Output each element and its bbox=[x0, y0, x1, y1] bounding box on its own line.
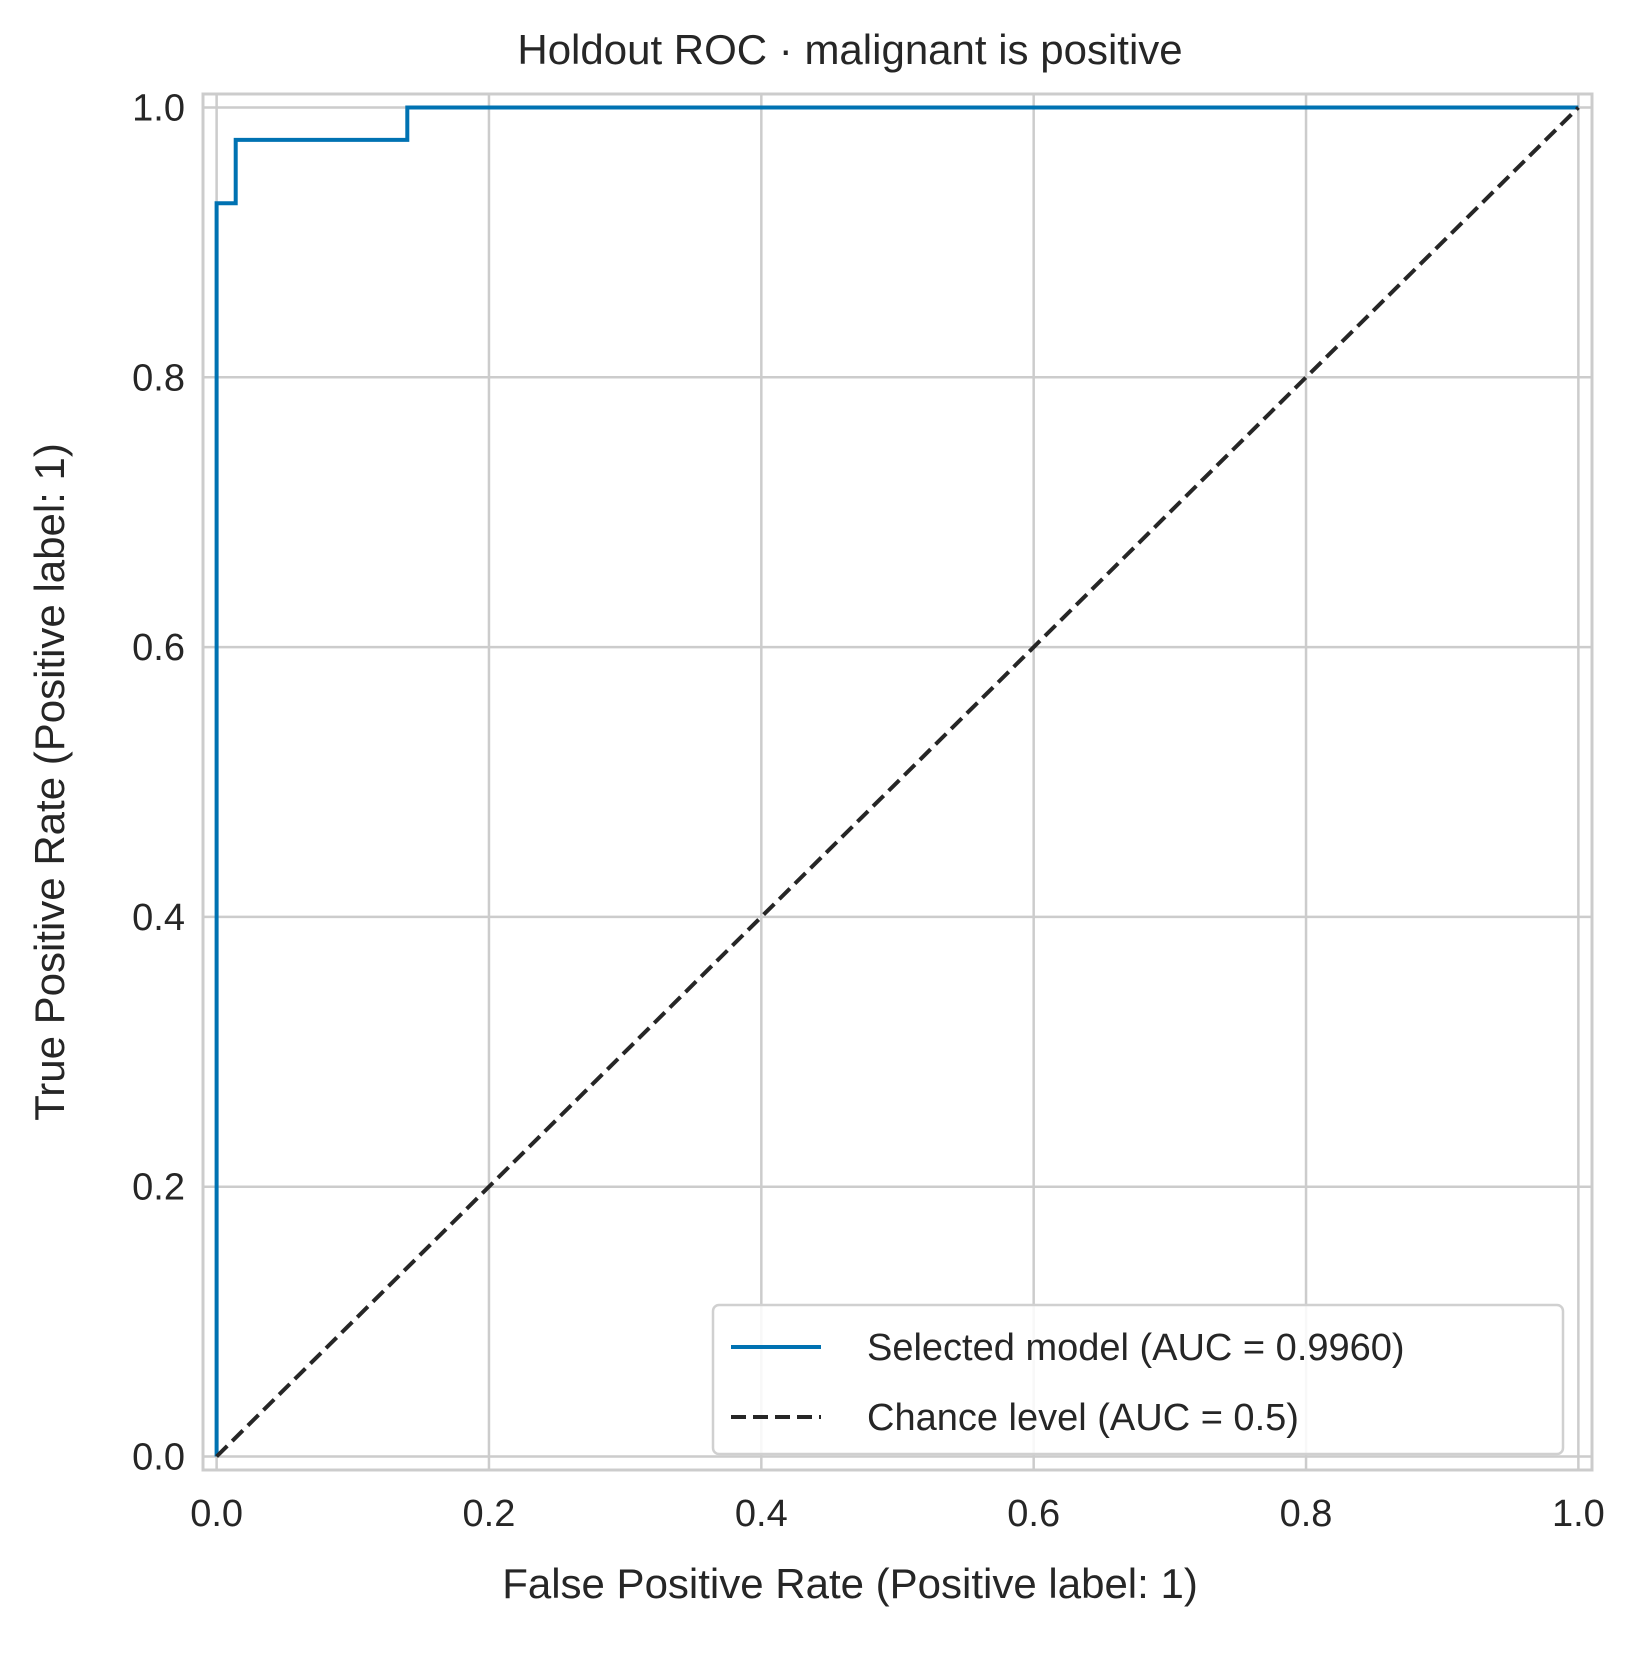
series-line-1 bbox=[215, 106, 1580, 1458]
y-tick-label-4: 0.8 bbox=[132, 357, 185, 399]
y-tick-label-0: 0.0 bbox=[132, 1437, 185, 1479]
x-tick-label-1: 0.2 bbox=[463, 1493, 516, 1535]
legend-box bbox=[711, 1303, 1565, 1456]
x-tick-label-5: 1.0 bbox=[1552, 1493, 1605, 1535]
plot-area: 0.0 0.2 0.4 0.6 0.8 1.0 0.0 0.2 0.4 0.6 0.8 1.0 bbox=[132, 87, 1605, 1535]
legend-label-1: Chance level (AUC = 0.5) bbox=[867, 1397, 1299, 1439]
legend-label-0: Selected model (AUC = 0.9960) bbox=[867, 1327, 1405, 1369]
y-tick-label-1: 0.2 bbox=[132, 1167, 185, 1209]
x-tick-label-4: 0.8 bbox=[1280, 1493, 1333, 1535]
y-axis-label: True Positive Rate (Positive label: 1) bbox=[26, 443, 73, 1121]
y-tick-label-2: 0.4 bbox=[132, 897, 185, 939]
y-tick-label-3: 0.6 bbox=[132, 627, 185, 669]
x-tick-label-0: 0.0 bbox=[190, 1493, 243, 1535]
x-axis-label: False Positive Rate (Positive label: 1) bbox=[502, 1560, 1198, 1607]
chart-title: Holdout ROC · malignant is positive bbox=[517, 26, 1182, 73]
axes-frame bbox=[201, 92, 1594, 1472]
legend: Selected model (AUC = 0.9960) Chance leve… bbox=[711, 1303, 1565, 1456]
y-tick-label-5: 1.0 bbox=[132, 87, 185, 129]
x-tick-label-2: 0.4 bbox=[735, 1493, 788, 1535]
x-tick-label-3: 0.6 bbox=[1007, 1493, 1060, 1535]
series-line-0 bbox=[214, 105, 1579, 1457]
